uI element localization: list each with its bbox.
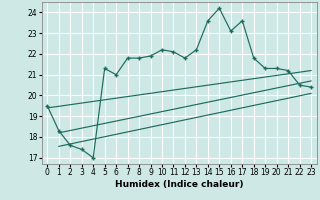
X-axis label: Humidex (Indice chaleur): Humidex (Indice chaleur) — [115, 180, 244, 189]
